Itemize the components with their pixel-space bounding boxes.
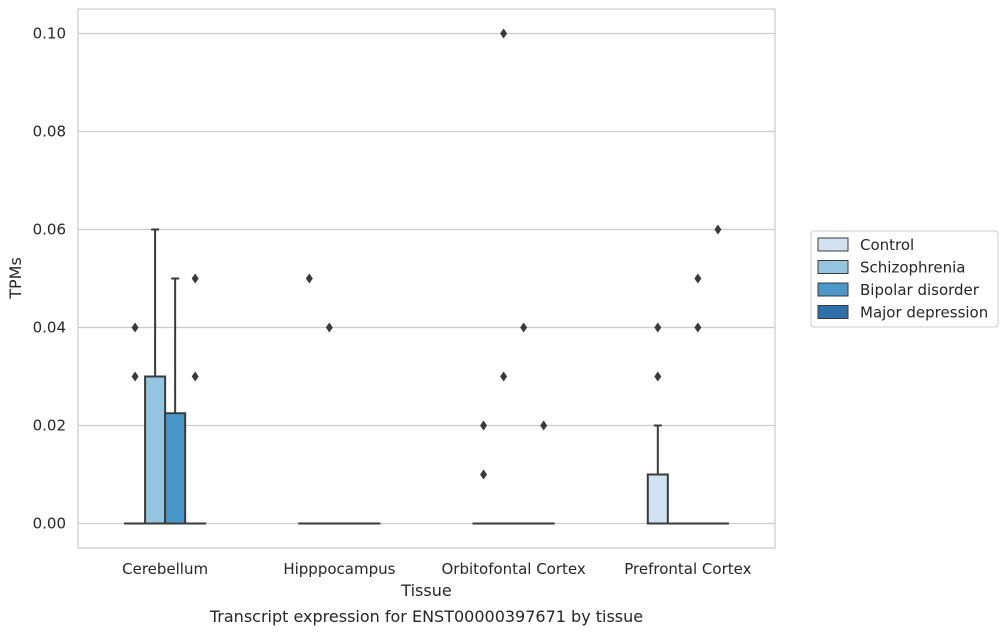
legend-label: Schizophrenia	[860, 259, 965, 277]
y-axis-title: TPMs	[6, 257, 25, 300]
outlier-point	[480, 420, 488, 431]
outlier-point	[714, 224, 722, 235]
outlier-point	[654, 322, 662, 333]
outlier-point	[131, 322, 139, 333]
legend-swatch	[817, 282, 849, 297]
legend-frame	[810, 230, 999, 328]
legend-label: Bipolar disorder	[860, 281, 980, 299]
box-bipolar-disorder	[164, 277, 187, 525]
x-tick-labels: Cerebellum Hipppocampus Orbitofontal Corte…	[122, 560, 751, 578]
y-tick-label: 0.00	[33, 515, 66, 533]
y-tick-label: 0.04	[33, 319, 66, 337]
y-tick-label: 0.10	[33, 25, 66, 43]
x-tick-label: Prefrontal Cortex	[624, 560, 751, 578]
outlier-point	[191, 273, 199, 284]
boxes	[124, 228, 729, 525]
box-control	[646, 424, 669, 525]
outlier-point	[694, 322, 702, 333]
outlier-point	[131, 371, 139, 382]
outliers	[131, 28, 722, 480]
box-body	[164, 412, 187, 525]
y-tick-labels: 0.00 0.02 0.04 0.06 0.08 0.10	[33, 25, 66, 533]
x-tick-label: Orbitofontal Cortex	[442, 560, 586, 578]
legend-label: Control	[860, 236, 914, 254]
y-tick-label: 0.08	[33, 123, 66, 141]
x-tick-label: Cerebellum	[122, 560, 208, 578]
plot-frame	[77, 8, 776, 549]
outlier-point	[520, 322, 528, 333]
legend-swatch	[817, 237, 849, 252]
box-body	[646, 473, 669, 525]
outlier-point	[191, 371, 199, 382]
chart-caption: Transcript expression for ENST0000039767…	[209, 607, 643, 626]
outlier-point	[500, 28, 508, 39]
outlier-point	[654, 371, 662, 382]
outlier-point	[480, 469, 488, 480]
y-tick-label: 0.06	[33, 221, 66, 239]
legend: Control Schizophrenia Bipolar disorder Majo…	[810, 230, 999, 328]
legend-label: Major depression	[860, 304, 988, 322]
outlier-point	[500, 371, 508, 382]
box-body	[144, 375, 167, 525]
legend-swatch	[817, 305, 849, 319]
outlier-point	[540, 420, 548, 431]
y-tick-label: 0.02	[33, 417, 66, 435]
box-schizophrenia	[144, 228, 167, 525]
x-axis-title: Tissue	[400, 581, 451, 600]
outlier-point	[694, 273, 702, 284]
outlier-point	[305, 273, 313, 284]
outlier-point	[325, 322, 333, 333]
legend-swatch	[817, 260, 849, 274]
x-tick-label: Hipppocampus	[283, 560, 395, 578]
